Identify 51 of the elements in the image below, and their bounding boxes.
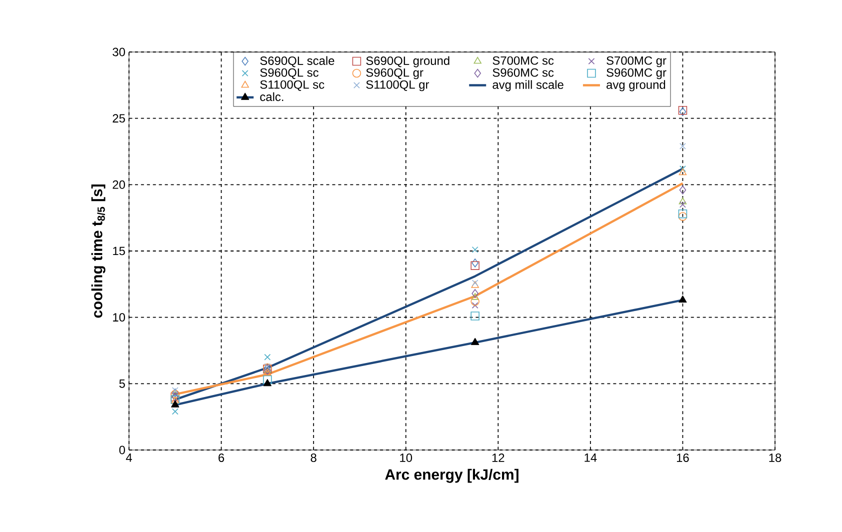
y-tick-label: 20 (112, 180, 126, 189)
x-tick-label: 16 (676, 454, 689, 462)
point (470, 261, 480, 270)
x-tick-label: 18 (769, 454, 782, 462)
point (264, 363, 271, 370)
legend-label: S960MC gr (606, 68, 666, 80)
point (471, 293, 479, 300)
point (680, 201, 686, 208)
legend-label: S960MC sc (492, 68, 554, 77)
y-tick-label: 5 (119, 380, 125, 388)
legend-label: S700MC gr (606, 56, 666, 68)
x-tick-label: 8 (310, 454, 316, 462)
legend-label: S690QL ground (366, 56, 450, 68)
point (679, 186, 686, 194)
point (680, 142, 686, 150)
y-tick-label: 10 (113, 313, 126, 322)
legend-label: S1100QL sc (260, 80, 324, 91)
legend-label: S690QL scale (260, 56, 334, 68)
x-tick-label: 6 (218, 454, 224, 462)
x-tick-label: 12 (492, 454, 504, 462)
point (172, 408, 178, 415)
point (472, 258, 478, 268)
x-tick-label: 14 (584, 454, 597, 462)
point (678, 209, 688, 218)
point (470, 297, 480, 306)
point (472, 246, 478, 253)
point (263, 375, 272, 384)
point (678, 198, 687, 204)
point (172, 387, 178, 394)
y-axis-title: cooling time t$_{8/5}$ [s] (91, 184, 106, 318)
point (264, 354, 271, 360)
legend-label: S700MC sc (492, 56, 554, 65)
x-axis-title: Arc energy [kJ/cm] (385, 468, 518, 483)
legend-label: calc. (260, 92, 284, 102)
x-tick-label: 10 (400, 454, 412, 462)
legend-label: S1100QL gr (366, 80, 430, 92)
y-tick-label: 15 (113, 246, 125, 256)
y-tick-label: 30 (112, 48, 126, 56)
point (678, 212, 688, 221)
legend-label: avg ground (606, 80, 666, 92)
y-tick-label: 0 (119, 446, 126, 454)
point (472, 302, 478, 309)
y-tick-label: 25 (112, 114, 125, 123)
legend-label: S960QL gr (366, 68, 424, 80)
point (680, 166, 686, 172)
x-tick-label: 4 (126, 454, 132, 462)
point (472, 289, 478, 298)
legend-label: S960QL sc (260, 68, 318, 79)
point (470, 312, 480, 320)
legend-label: avg mill scale (492, 80, 564, 92)
point (678, 168, 687, 176)
